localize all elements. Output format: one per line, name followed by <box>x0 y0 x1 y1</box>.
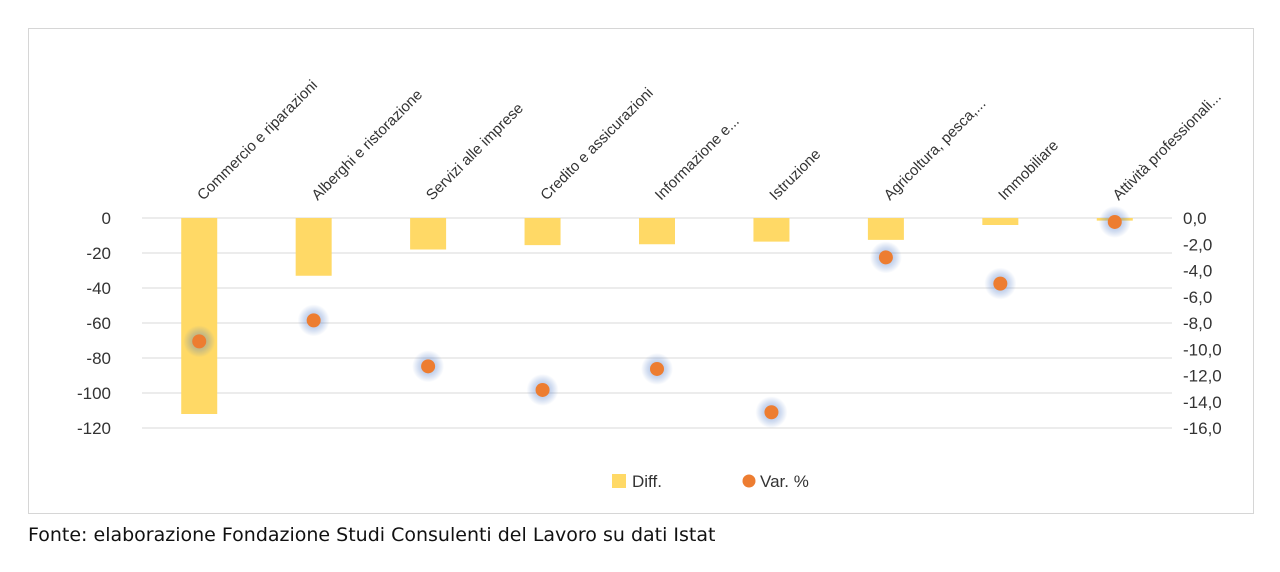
right-tick-label: -2,0 <box>1183 235 1212 254</box>
data-point <box>755 396 788 429</box>
category-label: Servizi alle imprese <box>423 100 527 204</box>
chart-frame: 0 -20 -40 -60 -80 -100 -120 0,0 -2,0 -4,0 -6,0 -8,… <box>28 28 1254 514</box>
right-tick-label: -4,0 <box>1183 262 1212 281</box>
right-axis: 0,0 -2,0 -4,0 -6,0 -8,0 -10,0 -12,0 -14,0 -16,0 <box>1183 209 1222 438</box>
right-tick-label: -10,0 <box>1183 340 1222 359</box>
category-label: Credito e assicurazioni <box>537 85 656 204</box>
left-tick-label: -120 <box>77 419 111 438</box>
point-marker <box>192 334 207 349</box>
point-marker <box>306 313 321 328</box>
category-label: Alberghi e ristorazione <box>308 86 426 204</box>
right-tick-label: -6,0 <box>1183 288 1212 307</box>
point-marker <box>421 359 436 374</box>
bar <box>410 218 447 250</box>
bar <box>181 218 218 414</box>
legend-label-diff: Diff. <box>632 472 662 491</box>
category-label: Istruzione <box>766 146 824 204</box>
data-point <box>412 350 445 383</box>
left-tick-label: -40 <box>86 279 111 298</box>
point-marker <box>535 382 550 397</box>
data-point <box>526 373 559 406</box>
point-marker <box>878 250 893 265</box>
legend: Diff. Var. % <box>612 472 809 491</box>
category-label: Commercio e riparazioni <box>194 77 321 204</box>
bar-series-diff <box>181 218 1133 414</box>
data-point <box>183 325 216 358</box>
right-tick-label: 0,0 <box>1183 209 1207 228</box>
point-marker <box>1107 214 1122 229</box>
point-marker <box>764 405 779 420</box>
category-label: Informazione e... <box>652 113 743 204</box>
legend-label-var: Var. % <box>760 472 809 491</box>
data-point <box>641 352 673 385</box>
left-axis: 0 -20 -40 -60 -80 -100 -120 <box>77 209 111 438</box>
right-tick-label: -12,0 <box>1183 367 1222 386</box>
bar <box>867 218 904 240</box>
bar <box>639 218 675 245</box>
legend-swatch-diff <box>612 474 626 488</box>
left-tick-label: -20 <box>86 244 111 263</box>
combo-chart: 0 -20 -40 -60 -80 -100 -120 0,0 -2,0 -4,0 -6,0 -8,… <box>77 77 1225 491</box>
data-point <box>297 304 330 337</box>
category-label: Immobiliare <box>995 137 1062 204</box>
right-tick-label: -14,0 <box>1183 393 1222 412</box>
data-point <box>984 267 1017 300</box>
left-tick-label: -60 <box>86 314 111 333</box>
bar <box>524 218 561 246</box>
left-tick-label: -80 <box>86 349 111 368</box>
right-tick-label: -8,0 <box>1183 314 1212 333</box>
category-label: Agricoltura, pesca,... <box>881 95 990 204</box>
data-point <box>869 241 902 274</box>
point-marker <box>993 276 1008 291</box>
bar <box>753 218 790 242</box>
data-point <box>1098 205 1131 238</box>
source-note: Fonte: elaborazione Fondazione Studi Con… <box>28 524 716 546</box>
left-tick-label: -100 <box>77 384 111 403</box>
legend-marker-var <box>742 474 756 488</box>
left-tick-label: 0 <box>102 209 111 228</box>
right-tick-label: -16,0 <box>1183 419 1222 438</box>
bar <box>295 218 332 276</box>
category-label: Attività professionali... <box>1110 89 1225 204</box>
bar <box>982 218 1019 225</box>
point-marker <box>650 361 664 376</box>
scatter-series-var-pct <box>183 205 1131 429</box>
